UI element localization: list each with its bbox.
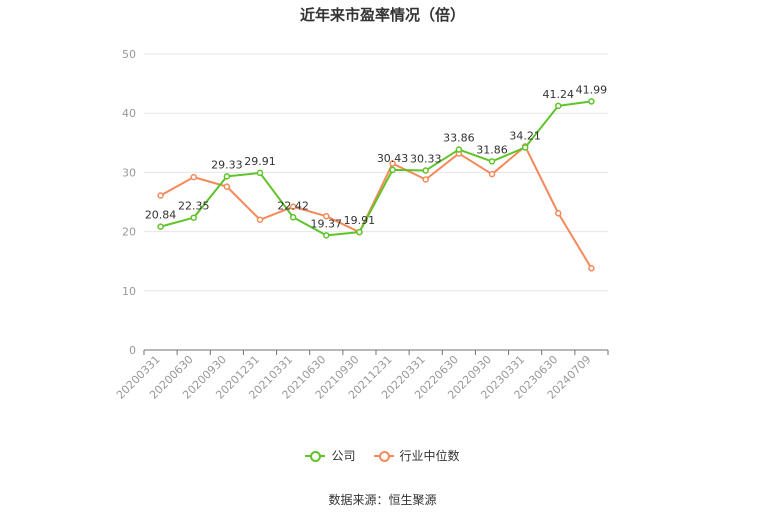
- legend-item-company[interactable]: 公司: [305, 447, 356, 464]
- data-label: 22.35: [178, 200, 210, 213]
- company-point: [422, 167, 429, 174]
- industry-series-line: [160, 145, 593, 269]
- legend-company-marker-icon: [305, 449, 326, 463]
- grid-lines: [144, 53, 608, 292]
- data-label: 31.86: [476, 143, 508, 156]
- industry-point: [256, 216, 264, 224]
- y-tick-label: 40: [122, 107, 136, 120]
- data-label: 19.37: [311, 217, 343, 230]
- series: [157, 98, 595, 272]
- y-tick-label: 30: [122, 166, 136, 179]
- industry-point: [422, 176, 429, 183]
- industry-point: [289, 203, 297, 210]
- company-point: [588, 98, 595, 105]
- data-source-note: 数据来源：恒生聚源: [328, 493, 437, 507]
- company-point: [356, 228, 363, 236]
- y-tick-label: 20: [122, 226, 136, 239]
- y-tick-label: 50: [122, 48, 136, 61]
- data-label: 30.43: [377, 152, 409, 165]
- legend-industry-label: 行业中位数: [399, 449, 460, 463]
- company-point: [555, 102, 562, 110]
- company-point: [455, 146, 463, 153]
- company-point: [289, 214, 297, 221]
- data-label: 19.91: [344, 214, 376, 227]
- data-label: 34.21: [509, 129, 541, 142]
- data-label: 41.24: [543, 88, 575, 101]
- industry-point: [190, 173, 197, 181]
- chart-title: 近年来市盈率情况（倍）: [299, 6, 465, 24]
- legend-industry-marker-icon: [373, 449, 394, 463]
- industry-point: [323, 212, 330, 220]
- data-label: 33.86: [443, 132, 475, 145]
- y-tick-label: 0: [129, 344, 136, 357]
- company-point: [223, 173, 231, 180]
- company-point: [157, 223, 164, 230]
- data-label: 29.91: [244, 155, 276, 168]
- legend-company-label: 公司: [331, 449, 356, 463]
- company-point: [190, 214, 197, 221]
- y-tick-label: 10: [122, 285, 136, 298]
- industry-point: [488, 170, 496, 178]
- data-label: 20.84: [145, 209, 177, 222]
- company-point: [323, 232, 330, 239]
- industry-point: [223, 183, 231, 190]
- industry-point: [555, 209, 562, 217]
- company-point: [389, 166, 396, 174]
- data-label: 30.33: [410, 152, 442, 165]
- legend: 公司 行业中位数: [0, 447, 765, 464]
- industry-point: [588, 265, 595, 272]
- data-label: 29.33: [211, 158, 243, 171]
- industry-point: [389, 160, 396, 167]
- legend-item-industry-median[interactable]: 行业中位数: [373, 447, 460, 464]
- data-label: 41.99: [576, 83, 608, 96]
- company-point: [256, 169, 264, 177]
- data-label: 22.42: [277, 199, 309, 212]
- company-series-line: [160, 100, 592, 237]
- company-point: [521, 144, 529, 151]
- industry-point: [157, 192, 164, 199]
- company-point: [488, 158, 496, 165]
